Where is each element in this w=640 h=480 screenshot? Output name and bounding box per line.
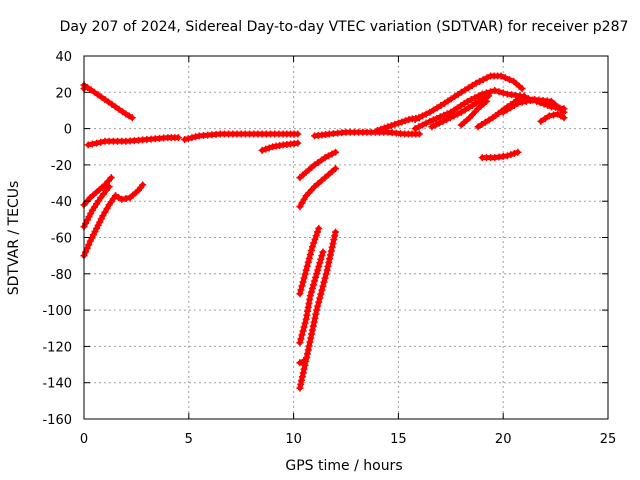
x-tick-label: 20 bbox=[495, 432, 512, 447]
y-axis-label: SDTVAR / TECUs bbox=[6, 181, 22, 296]
y-tick-label: -160 bbox=[42, 413, 72, 428]
series-track-f bbox=[80, 183, 113, 231]
series-markers bbox=[111, 181, 147, 203]
series-markers bbox=[80, 81, 136, 122]
series-markers bbox=[296, 165, 340, 211]
series-track-j bbox=[296, 165, 340, 211]
series-markers bbox=[296, 357, 308, 367]
x-tick-label: 0 bbox=[80, 432, 88, 447]
series-markers bbox=[411, 86, 524, 133]
series-markers bbox=[428, 92, 493, 131]
series-markers bbox=[478, 148, 522, 162]
series-markers bbox=[84, 134, 182, 149]
series-track-w bbox=[516, 92, 568, 113]
series-line bbox=[429, 93, 492, 130]
y-tick-label: -20 bbox=[51, 159, 72, 174]
series-track-h bbox=[111, 181, 147, 203]
series-track-a bbox=[80, 81, 136, 122]
y-tick-label: 20 bbox=[55, 86, 72, 101]
series-markers bbox=[311, 128, 423, 140]
series-track-d bbox=[258, 139, 302, 154]
series-markers bbox=[296, 148, 340, 182]
y-tick-label: -40 bbox=[51, 195, 72, 210]
series-track-g bbox=[80, 192, 119, 260]
series-line bbox=[458, 98, 489, 128]
series-track-s bbox=[428, 92, 493, 131]
series-markers bbox=[296, 224, 323, 298]
y-tick-label: -120 bbox=[42, 340, 72, 355]
series-markers bbox=[258, 139, 302, 154]
series-track-b bbox=[84, 134, 182, 149]
series-track-o bbox=[311, 128, 423, 140]
series-markers bbox=[181, 130, 302, 143]
grid-layer bbox=[84, 56, 608, 419]
y-tick-label: 0 bbox=[64, 123, 72, 138]
series-track-c bbox=[181, 130, 302, 143]
series-track-r bbox=[411, 86, 524, 133]
x-axis-label: GPS time / hours bbox=[285, 458, 402, 474]
series-track-q bbox=[411, 72, 526, 124]
series-track-n bbox=[296, 357, 308, 367]
series-track-x bbox=[537, 110, 568, 125]
y-tick-label: -100 bbox=[42, 304, 72, 319]
series-markers bbox=[296, 228, 340, 392]
series-track-m bbox=[296, 228, 340, 392]
series-markers bbox=[411, 72, 526, 124]
y-tick-label: -140 bbox=[42, 377, 72, 392]
series-track-i bbox=[296, 148, 340, 182]
y-tick-label: -60 bbox=[51, 232, 72, 247]
y-tick-label: 40 bbox=[55, 50, 72, 65]
y-tick-label: -80 bbox=[51, 268, 72, 283]
series-markers bbox=[516, 92, 568, 113]
series-markers bbox=[457, 97, 490, 129]
x-tick-label: 5 bbox=[185, 432, 193, 447]
chart-title: Day 207 of 2024, Sidereal Day-to-day VTE… bbox=[60, 19, 629, 35]
tick-layer: 40 20 0 -20 -40 -60 -80 -100 -120 -140 -160 0 5 10 15 2… bbox=[42, 50, 616, 447]
series-track-k bbox=[296, 224, 323, 298]
x-tick-label: 10 bbox=[285, 432, 302, 447]
series-markers bbox=[296, 248, 327, 347]
x-tick-label: 25 bbox=[600, 432, 617, 447]
series-markers bbox=[537, 110, 568, 125]
series-track-y bbox=[478, 148, 522, 162]
series-layer bbox=[80, 72, 568, 392]
x-tick-label: 15 bbox=[390, 432, 407, 447]
series-track-l bbox=[296, 248, 327, 347]
series-track-t bbox=[457, 97, 490, 129]
